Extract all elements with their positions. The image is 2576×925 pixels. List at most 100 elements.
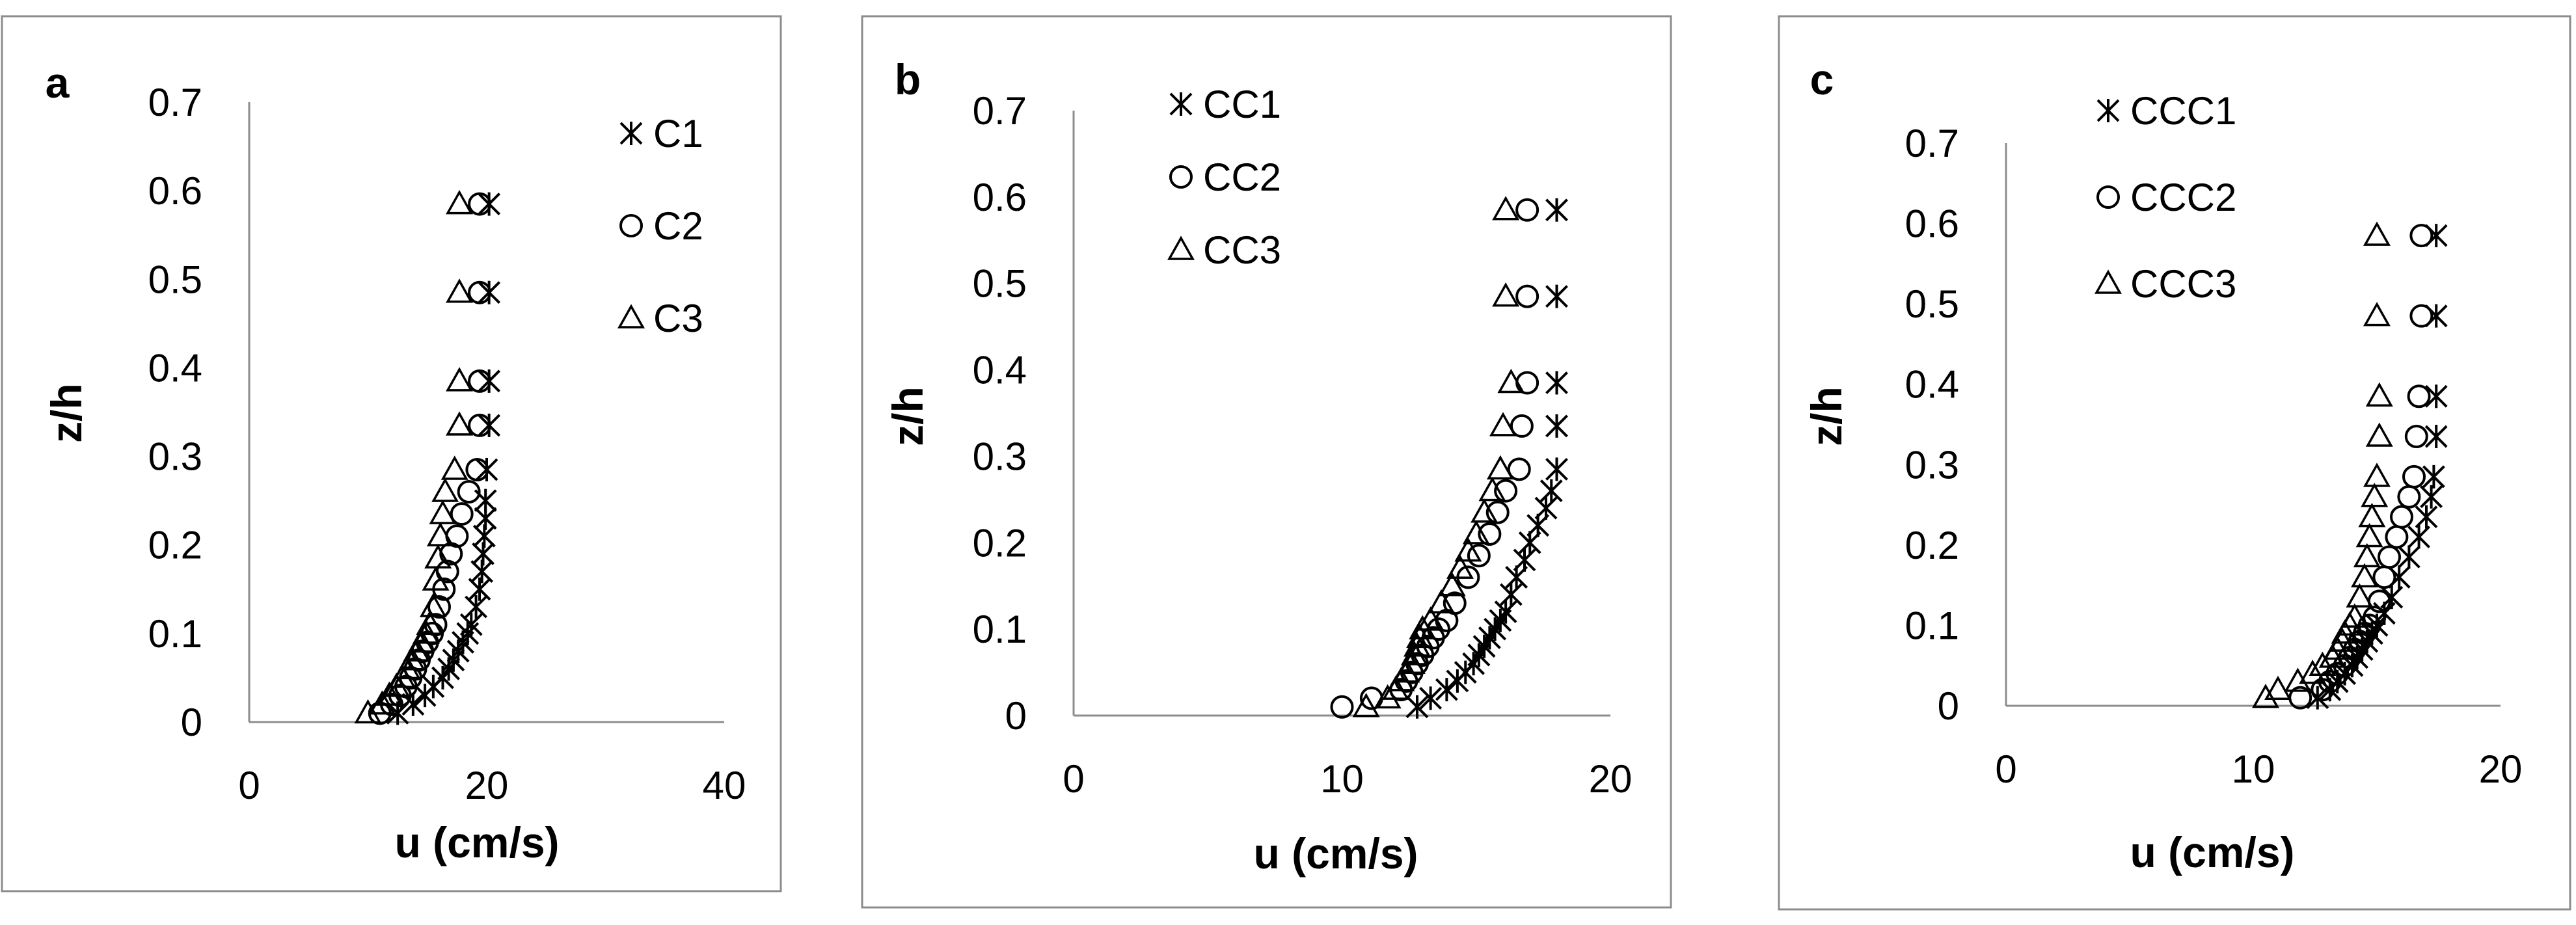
legend: C1 C2 C3 [617, 112, 703, 340]
data-point [427, 595, 451, 619]
data-point [445, 524, 469, 548]
x-tick-label: 20 [465, 764, 509, 807]
legend: CC1 CC2 CC3 [1167, 83, 1281, 272]
data-point [2378, 545, 2401, 569]
data-point [2361, 483, 2389, 507]
data-point [2363, 606, 2387, 630]
data-point [1515, 284, 1539, 308]
data-point [446, 278, 474, 303]
legend-label: CCC3 [2130, 262, 2236, 306]
x-tick-label: 10 [2232, 747, 2275, 791]
data-point [426, 522, 454, 546]
data-point [2420, 485, 2443, 509]
y-tick-label: 0.1 [973, 608, 1027, 651]
data-point [416, 610, 444, 635]
y-tick-label: 0 [1938, 684, 1959, 728]
data-point [468, 369, 492, 393]
data-point [1515, 198, 1539, 222]
data-point [1446, 554, 1474, 579]
data-point [424, 544, 452, 569]
data-point [446, 367, 474, 392]
data-point [2358, 503, 2386, 528]
data-point [2415, 505, 2438, 529]
y-tick-label: 0.4 [973, 349, 1027, 392]
panel-c: c 0 0.1 0.2 0.3 0.4 0.5 0.6 0.7 0 10 20 u (cm/s) z/h C… [1778, 15, 2571, 911]
data-point [1478, 522, 1502, 546]
data-point [1494, 479, 1518, 503]
data-point [2407, 525, 2431, 549]
y-tick-label: 0.4 [1905, 363, 1959, 407]
data-point [2299, 660, 2327, 684]
series-CC3 [1352, 196, 1525, 717]
data-point [2284, 667, 2312, 692]
data-point [1539, 479, 1563, 503]
data-point [2363, 462, 2391, 487]
legend-marker-triangle [1167, 235, 1195, 260]
y-tick-label: 0.2 [1905, 524, 1959, 567]
data-point [1438, 572, 1466, 597]
data-point [2422, 464, 2445, 489]
data-point [1492, 282, 1520, 307]
data-point [422, 566, 450, 591]
data-point [2355, 522, 2383, 548]
data-point [2372, 565, 2396, 589]
data-point [465, 595, 487, 619]
x-axis-title: u (cm/s) [1253, 829, 1418, 878]
panel-label: c [1810, 55, 1834, 103]
data-point [1409, 615, 1437, 639]
data-point [368, 690, 396, 715]
data-point [1419, 686, 1443, 710]
data-point [450, 502, 474, 526]
legend: CCC1 CCC2 CCC3 [2095, 89, 2236, 306]
data-point [2328, 627, 2356, 652]
data-point [2351, 563, 2378, 588]
data-point [468, 192, 492, 216]
y-axis-title: z/h [42, 383, 90, 443]
data-point [2365, 422, 2393, 447]
legend-marker-asterisk [1169, 92, 1193, 116]
y-tick-label: 0.6 [148, 169, 202, 213]
legend-marker-triangle [2095, 269, 2122, 294]
data-point [2402, 464, 2426, 489]
data-point [1374, 684, 1402, 709]
data-point [2353, 543, 2381, 568]
data-point [1489, 412, 1517, 436]
data-point [1545, 198, 1568, 222]
data-point [1478, 477, 1506, 502]
data-point [1398, 649, 1426, 675]
data-point [1545, 457, 1568, 481]
data-point [2380, 585, 2404, 610]
legend-item: C3 [617, 297, 703, 340]
data-point [1405, 695, 1429, 719]
legend-item: CC1 [1169, 83, 1281, 126]
data-point [459, 613, 483, 637]
x-tick-label: 0 [238, 764, 260, 807]
y-tick-label: 0.5 [1905, 282, 1959, 326]
data-point [1330, 695, 1354, 719]
data-point [2424, 425, 2448, 449]
x-tick-label: 10 [1320, 757, 1364, 801]
data-point [1400, 641, 1428, 665]
y-tick-label: 0.4 [148, 346, 202, 390]
panel-b: b 0 0.1 0.2 0.3 0.4 0.5 0.6 0.7 0 10 20 u (cm/s) z/h C… [861, 15, 1672, 909]
data-point [2340, 603, 2368, 628]
data-point [431, 477, 459, 502]
y-tick-label: 0.3 [973, 435, 1027, 478]
legend-marker-circle [1169, 165, 1193, 189]
series-C1 [386, 192, 501, 725]
data-point [1507, 457, 1531, 481]
legend-label: C2 [653, 204, 703, 248]
data-point [456, 621, 480, 645]
legend-item: CC2 [1169, 155, 1281, 199]
data-point [2404, 425, 2428, 449]
panel-border [1, 15, 782, 892]
data-point [441, 455, 468, 480]
y-tick-label: 0.5 [148, 258, 202, 301]
data-point [2385, 525, 2409, 549]
data-point [2346, 583, 2374, 608]
data-point [1352, 693, 1380, 717]
legend-label: C3 [653, 297, 703, 340]
data-point [1486, 455, 1514, 480]
y-tick-label: 0 [181, 701, 202, 744]
